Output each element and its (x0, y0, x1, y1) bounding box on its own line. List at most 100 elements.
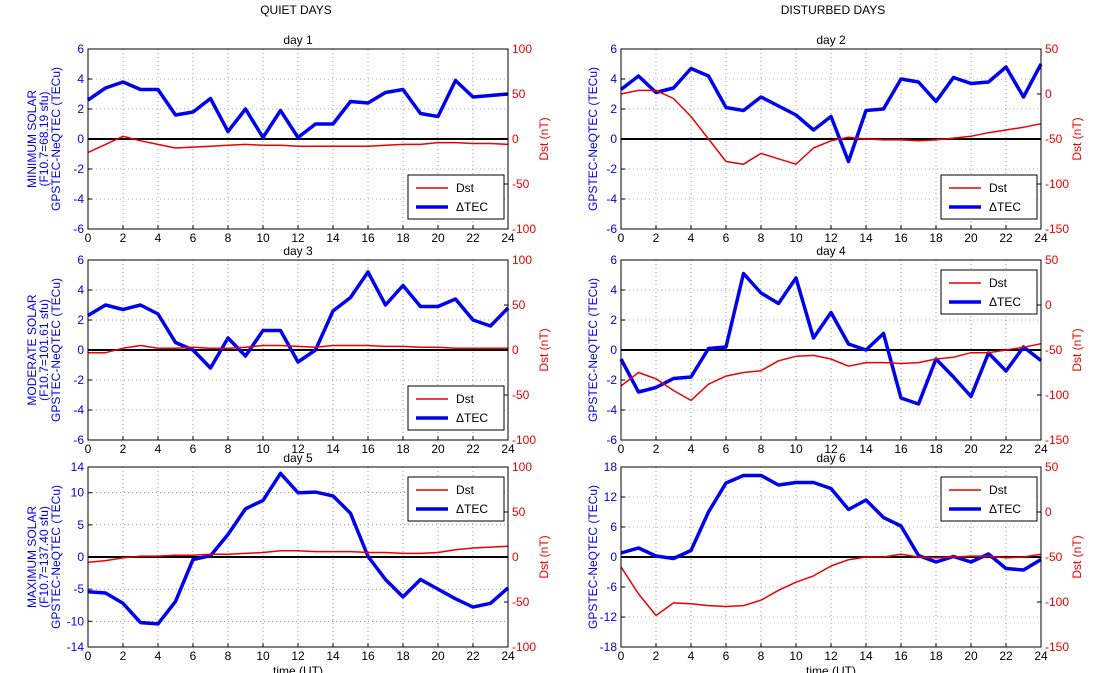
y-tick-label: 4 (77, 72, 84, 86)
panel-title: day 5 (283, 451, 313, 465)
x-tick-label: 18 (396, 442, 410, 456)
x-tick-label: 22 (999, 231, 1013, 245)
legend-label-dst: Dst (989, 483, 1008, 497)
y-tick-label: 2 (77, 102, 84, 116)
y-tick-label: -18 (600, 640, 618, 654)
x-axis-label: time (UT) (806, 664, 856, 673)
y-tick-label: 0 (77, 343, 84, 357)
panel-title: day 4 (816, 244, 846, 258)
tec-series-line (87, 270, 510, 370)
x-tick-label: 10 (256, 231, 270, 245)
x-tick-label: 8 (758, 442, 765, 456)
legend-label-dst: Dst (456, 181, 475, 195)
x-tick-label: 6 (723, 231, 730, 245)
legend-label-dst: Dst (456, 392, 475, 406)
x-tick-label: 2 (120, 649, 127, 663)
right-axis-label: Dst (nT) (1070, 535, 1084, 578)
x-tick-label: 16 (361, 442, 375, 456)
x-tick-label: 4 (688, 649, 695, 663)
y-tick-label: 2 (610, 102, 617, 116)
tec-series-line (87, 471, 510, 626)
x-tick-label: 12 (824, 442, 838, 456)
x-tick-label: 18 (396, 649, 410, 663)
y2-tick-label: 50 (512, 87, 526, 101)
x-tick-label: 22 (466, 649, 480, 663)
x-tick-label: 6 (190, 442, 197, 456)
left-axis-label: MINIMUM SOLAR (25, 90, 39, 188)
y-tick-label: 18 (604, 460, 618, 474)
y2-tick-label: -50 (1045, 343, 1063, 357)
x-tick-label: 10 (256, 649, 270, 663)
x-tick-label: 12 (291, 231, 305, 245)
x-tick-label: 16 (894, 649, 908, 663)
legend: Dst ΔTEC (407, 476, 505, 522)
y-tick-label: 4 (610, 72, 617, 86)
x-tick-label: 18 (929, 442, 943, 456)
legend-label-dst: Dst (989, 181, 1008, 195)
legend-label-tec: ΔTEC (456, 411, 488, 425)
x-tick-label: 20 (964, 231, 978, 245)
x-tick-label: 14 (859, 649, 873, 663)
x-tick-label: 2 (653, 649, 660, 663)
x-tick-label: 24 (1034, 231, 1048, 245)
x-tick-label: 20 (964, 649, 978, 663)
y-tick-label: -4 (73, 192, 84, 206)
y-tick-label: -5 (73, 582, 84, 596)
panel-title: day 3 (283, 244, 313, 258)
left-axis-label: GPSTEC-NeQTEC (TECu) (586, 278, 600, 422)
right-axis-label: Dst (nT) (1070, 328, 1084, 371)
x-tick-label: 6 (190, 231, 197, 245)
legend-box (407, 385, 505, 431)
x-tick-label: 10 (256, 442, 270, 456)
legend: Dst ΔTEC (407, 174, 505, 220)
x-tick-label: 0 (618, 442, 625, 456)
y2-tick-label: -150 (1045, 640, 1069, 654)
x-tick-label: 14 (859, 442, 873, 456)
dst-series-line (620, 89, 1042, 165)
x-tick-label: 2 (653, 442, 660, 456)
y2-tick-label: -150 (1045, 222, 1069, 236)
dst-series-line (87, 135, 509, 154)
y2-tick-label: 50 (512, 298, 526, 312)
y-tick-label: 14 (71, 460, 85, 474)
y-tick-label: 2 (610, 313, 617, 327)
x-tick-label: 8 (225, 442, 232, 456)
y2-tick-label: -100 (512, 222, 536, 236)
legend-box (407, 174, 505, 220)
x-tick-label: 2 (120, 442, 127, 456)
chart-panel-3: 0 2 4 6 8 10 12 14 16 18 20 22 24-6-4-20246-100-5005… (25, 244, 551, 456)
chart-panel-2: 0 2 4 6 8 10 12 14 16 18 20 22 24-6-4-20246-150-100-… (586, 33, 1084, 245)
x-tick-label: 14 (326, 442, 340, 456)
y-tick-label: -2 (73, 162, 84, 176)
x-tick-label: 14 (859, 231, 873, 245)
x-tick-label: 20 (964, 442, 978, 456)
y-tick-label: -4 (73, 403, 84, 417)
left-axis-label: GPSTEC-NeQTEC (TECu) (49, 485, 63, 629)
x-tick-label: 22 (466, 442, 480, 456)
dst-series-line (620, 553, 1042, 617)
x-tick-label: 24 (501, 231, 515, 245)
x-tick-label: 0 (618, 231, 625, 245)
x-tick-label: 6 (190, 649, 197, 663)
x-tick-label: 8 (225, 649, 232, 663)
x-tick-label: 4 (155, 649, 162, 663)
y-tick-label: -6 (73, 433, 84, 447)
y-tick-label: 0 (610, 132, 617, 146)
x-tick-label: 16 (361, 649, 375, 663)
tec-series-line (620, 473, 1042, 572)
x-tick-label: 4 (155, 231, 162, 245)
legend-label-tec: ΔTEC (456, 200, 488, 214)
y-tick-label: -4 (606, 192, 617, 206)
panel-title: day 6 (816, 451, 846, 465)
dst-series-line (87, 545, 509, 564)
chart-panel-6: 0 2 4 6 8 10 12 14 16 18 20 22 24-18-12-6061218-150-… (586, 451, 1084, 673)
y2-tick-label: -100 (1045, 177, 1069, 191)
y-tick-label: -6 (606, 433, 617, 447)
left-axis-label: MODERATE SOLAR (25, 294, 39, 405)
y-tick-label: 0 (610, 343, 617, 357)
x-tick-label: 12 (824, 649, 838, 663)
left-axis-label: GPSTEC-NeQTEC (TECu) (49, 67, 63, 211)
x-tick-label: 16 (361, 231, 375, 245)
x-tick-label: 0 (85, 442, 92, 456)
tec-series-line (87, 78, 509, 140)
